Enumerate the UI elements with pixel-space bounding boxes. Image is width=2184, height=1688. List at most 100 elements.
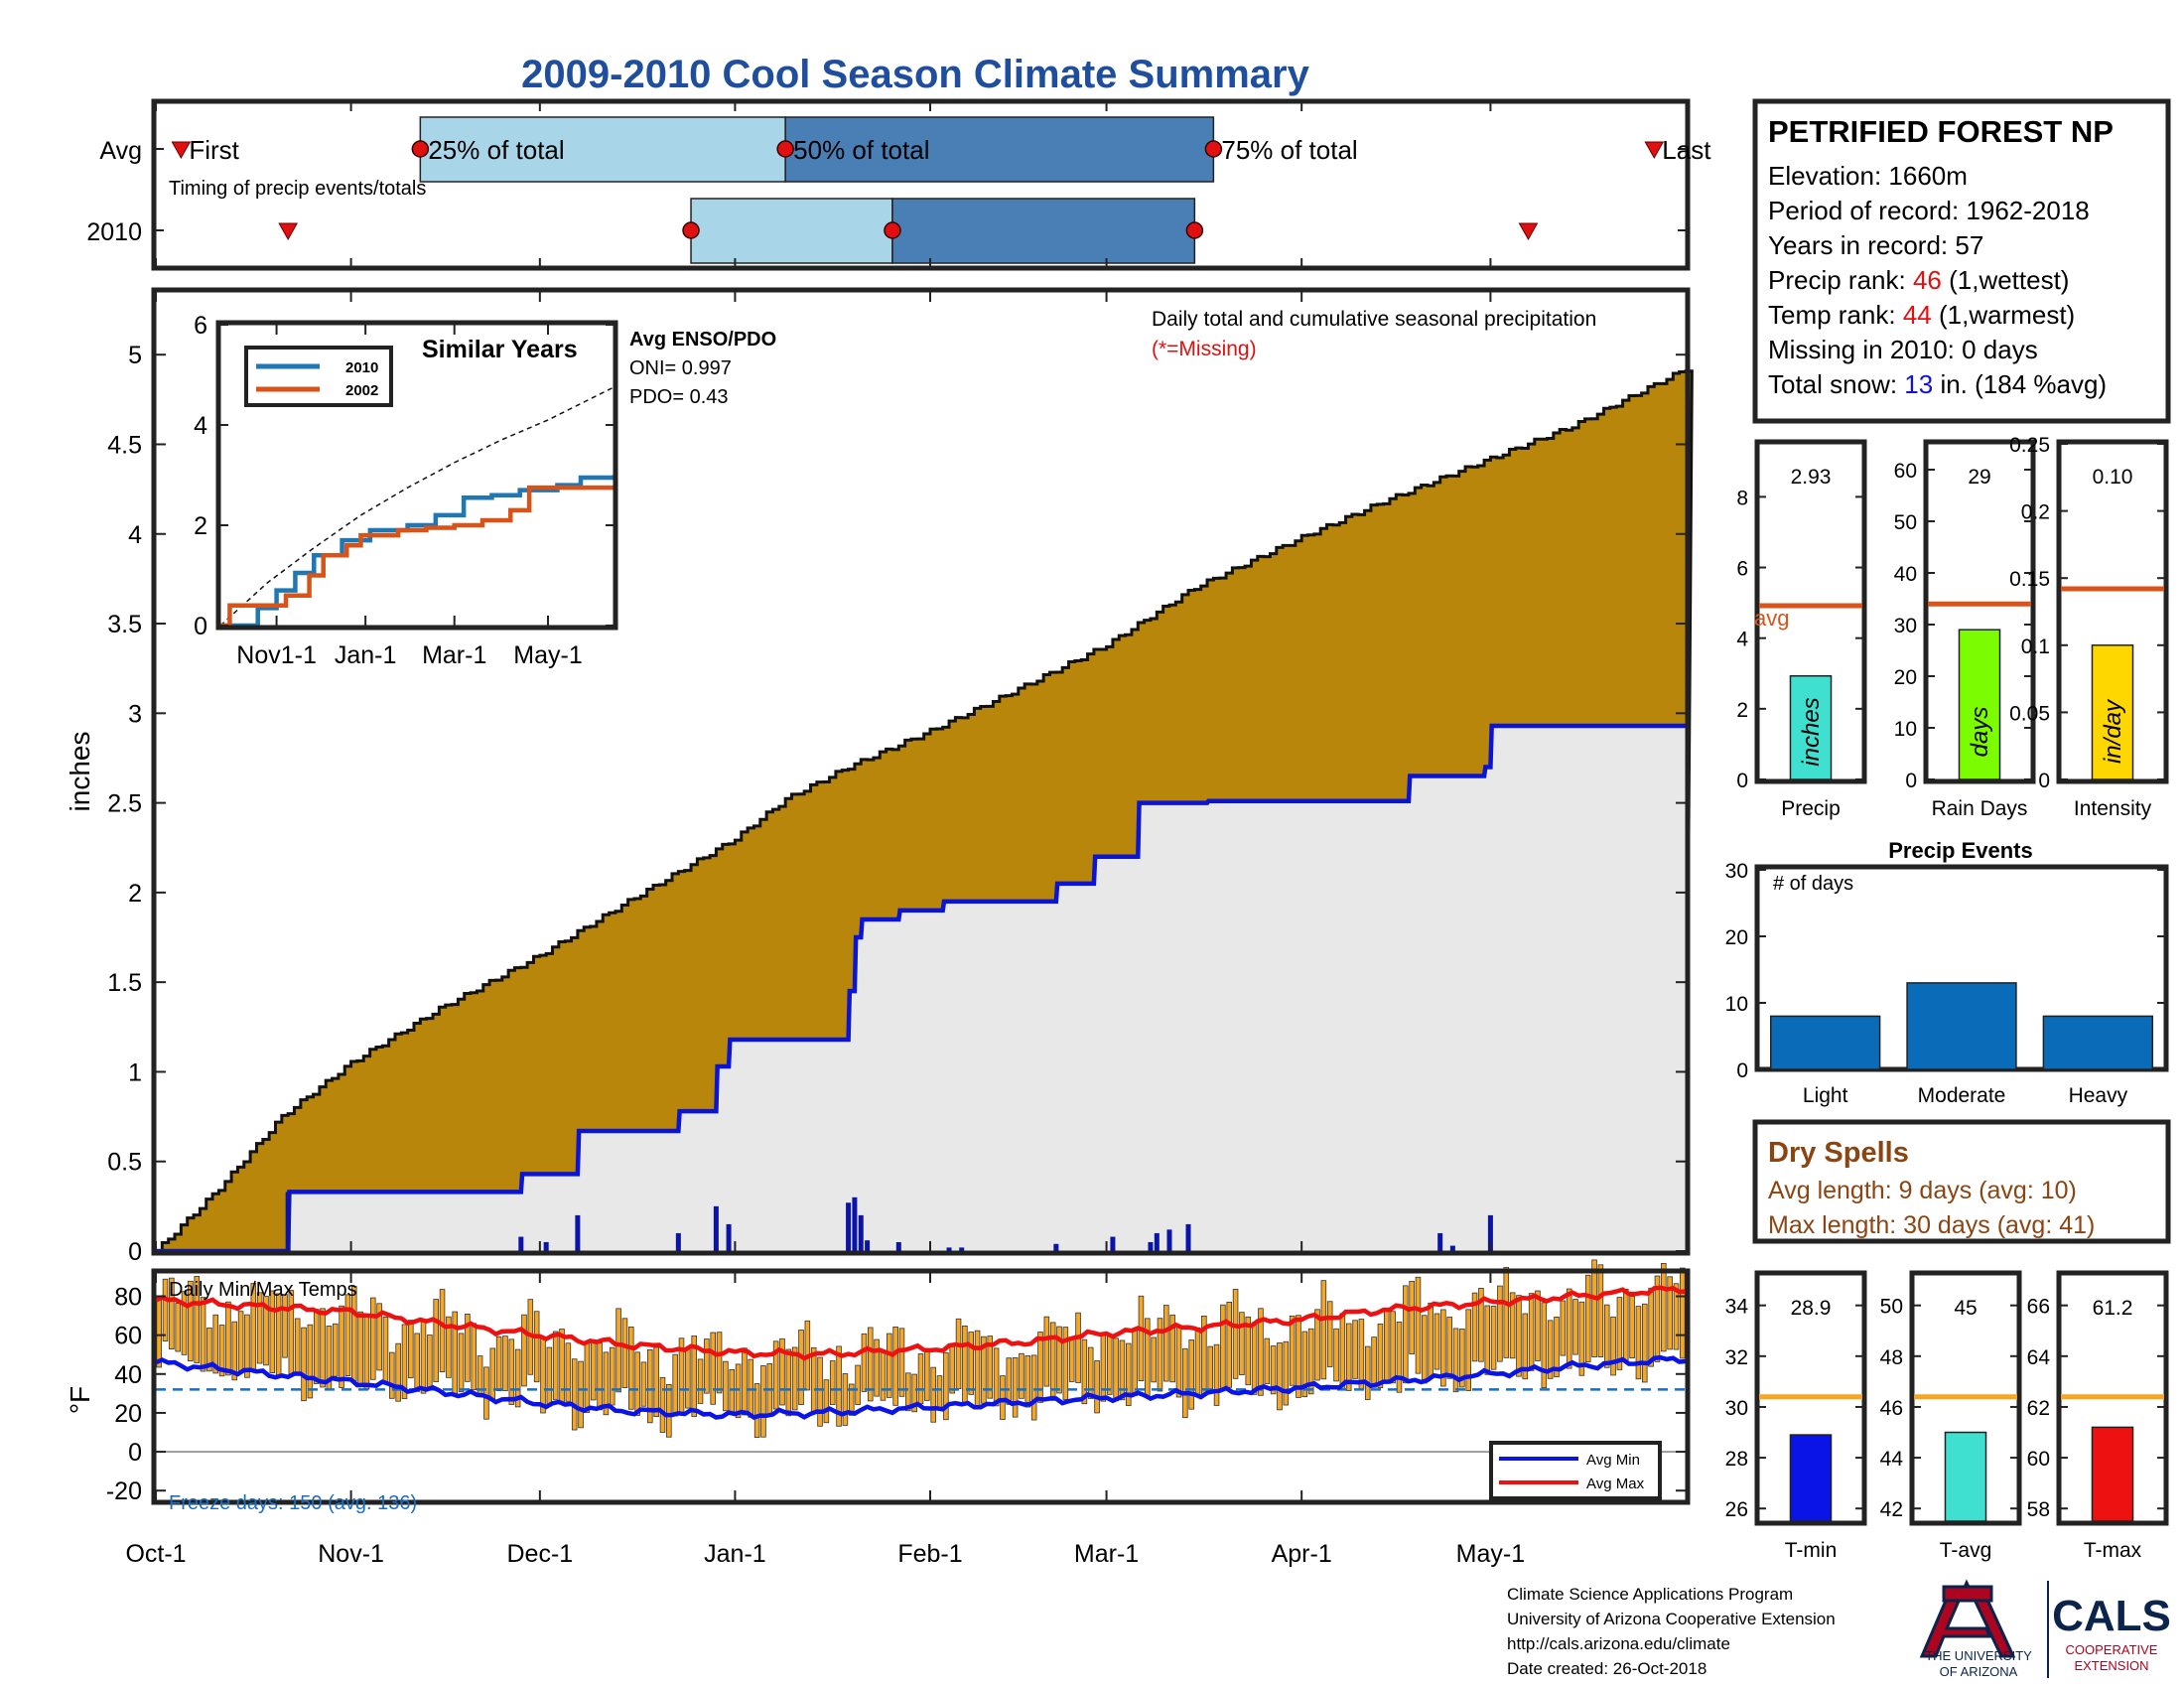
- daily-temp-bar: [1415, 1276, 1422, 1374]
- timing-avg-p75-marker: [1204, 140, 1223, 158]
- daily-temp-bar: [887, 1333, 892, 1398]
- daily-temp-bar: [1396, 1322, 1403, 1393]
- summary-ytick-label: 44: [1880, 1448, 1904, 1471]
- daily-temp-bar: [1371, 1336, 1377, 1388]
- daily-temp-bar: [1554, 1317, 1560, 1378]
- daily-temp-bar: [1409, 1281, 1415, 1355]
- x-axis-tick-label: Oct-1: [125, 1540, 186, 1568]
- daily-temp-bar: [1433, 1313, 1440, 1370]
- summary-bar-unit-label: in/day: [2100, 698, 2126, 764]
- daily-temp-bar: [559, 1329, 565, 1404]
- summary-ytick-label: 26: [1725, 1498, 1748, 1521]
- daily-temp-bar: [1339, 1313, 1346, 1390]
- dry-spells-title: Dry Spells: [1768, 1137, 1909, 1169]
- daily-temp-bar: [521, 1314, 527, 1387]
- daily-precip-bar: [543, 1241, 549, 1251]
- daily-precip-bar: [1110, 1236, 1116, 1251]
- daily-temp-bar: [282, 1294, 288, 1358]
- daily-precip-bar: [1185, 1223, 1191, 1251]
- daily-temp-bar: [1680, 1267, 1686, 1359]
- summary-ytick-label: 28: [1725, 1448, 1748, 1471]
- daily-temp-bar: [735, 1363, 742, 1419]
- summary-ytick-label: 50: [1894, 511, 1917, 534]
- daily-temp-bar: [1232, 1289, 1239, 1379]
- station-snow: Total snow: 13 in. (184 %avg): [1768, 369, 2107, 399]
- daily-precip-bar: [1449, 1245, 1455, 1251]
- daily-temp-bar: [1049, 1322, 1056, 1397]
- summary-bar-unit-label: days: [1967, 707, 1993, 758]
- precip-ytick-label: 3.5: [107, 611, 142, 638]
- daily-temp-bar: [1661, 1263, 1667, 1352]
- daily-temp-bar: [320, 1308, 326, 1388]
- summary-ytick-label: 60: [1894, 460, 1917, 483]
- daily-temp-bar: [1037, 1332, 1043, 1403]
- daily-temp-bar: [363, 1314, 370, 1390]
- daily-temp-bar: [376, 1303, 382, 1371]
- daily-temp-bar: [1560, 1300, 1567, 1356]
- daily-temp-bar: [237, 1311, 244, 1374]
- summary-ytick-label: 2: [1736, 699, 1748, 722]
- inset-ytick-label: 4: [194, 412, 207, 440]
- daily-temp-bar: [1024, 1355, 1031, 1408]
- daily-temp-bar: [874, 1338, 880, 1397]
- daily-temp-bar: [1188, 1339, 1194, 1410]
- temperature-panel: -20 0 20 40 60 80 Daily Min/Max Temps °F Free…: [65, 1259, 1691, 1514]
- events-ytick-label: 0: [1736, 1059, 1748, 1082]
- daily-temp-bar: [962, 1326, 968, 1404]
- inset-xtick-label: Jan-1: [335, 641, 397, 669]
- daily-temp-bar: [156, 1295, 162, 1368]
- daily-temp-bar: [533, 1311, 540, 1383]
- summary-value-label: 61.2: [2093, 1297, 2133, 1320]
- summary-bar: [1789, 1434, 1833, 1522]
- daily-precip-bar: [285, 1192, 291, 1251]
- precip-note: Daily total and cumulative seasonal prec…: [1152, 308, 1596, 331]
- daily-temp-bar: [930, 1366, 936, 1423]
- daily-temp-bar: [798, 1330, 804, 1405]
- daily-temp-bar: [1478, 1288, 1484, 1362]
- daily-temp-bar: [344, 1294, 351, 1376]
- daily-temp-bar: [194, 1276, 200, 1363]
- daily-temp-bar: [1307, 1328, 1314, 1395]
- timing-row-label-2010: 2010: [86, 218, 142, 246]
- daily-temp-bar: [294, 1318, 301, 1376]
- daily-temp-bar: [1094, 1360, 1100, 1414]
- daily-temp-bar: [1440, 1309, 1446, 1387]
- daily-temp-bar: [1616, 1297, 1623, 1370]
- station-years: Years in record: 57: [1768, 230, 1983, 260]
- daily-temp-bar: [1452, 1328, 1459, 1393]
- daily-temp-bar: [1226, 1302, 1233, 1388]
- x-axis-tick-label: Jan-1: [704, 1540, 766, 1568]
- summary-ytick-label: 60: [2027, 1448, 2050, 1471]
- station-info-box: PETRIFIED FOREST NP Elevation: 1660m Per…: [1752, 98, 2171, 424]
- daily-temp-bar: [508, 1338, 515, 1405]
- daily-temp-bar: [1422, 1315, 1428, 1384]
- daily-temp-bar: [578, 1360, 584, 1429]
- daily-temp-bar: [1119, 1339, 1126, 1401]
- daily-temp-bar: [1126, 1342, 1132, 1406]
- summary-value-label: 2.93: [1791, 466, 1832, 489]
- summary-ytick-label: 48: [1880, 1346, 1903, 1369]
- footer-line-2: University of Arizona Cooperative Extens…: [1507, 1610, 1836, 1628]
- daily-temp-bar: [1220, 1304, 1226, 1391]
- daily-temp-bar: [955, 1318, 962, 1390]
- timing-avg-first-marker: [171, 141, 192, 160]
- daily-temp-bar: [697, 1358, 704, 1404]
- station-period: Period of record: 1962-2018: [1768, 196, 2090, 225]
- summary-panel-precip: 0 2 4 6 8 2.93 Precip inches avg: [1736, 439, 1867, 820]
- daily-temp-bar: [829, 1360, 836, 1405]
- daily-temp-bar: [628, 1327, 634, 1410]
- daily-temp-bar: [162, 1278, 169, 1341]
- daily-temp-bar: [1277, 1342, 1283, 1411]
- summary-ytick-label: 0: [1736, 770, 1748, 792]
- daily-temp-bar: [1251, 1322, 1258, 1395]
- daily-temp-bar: [1352, 1320, 1358, 1379]
- inset-legend-2002: 2002: [345, 382, 378, 399]
- timing-avg-box-50-75: [784, 116, 1215, 183]
- daily-temp-bar: [446, 1316, 452, 1378]
- daily-precip-bar: [1053, 1243, 1059, 1251]
- daily-temp-bar: [1597, 1264, 1604, 1357]
- summary-ytick-label: 32: [1725, 1346, 1748, 1369]
- daily-temp-bar: [1087, 1346, 1094, 1399]
- timing-avg-p25-marker: [411, 140, 430, 158]
- summary-bar: [1944, 1431, 1987, 1522]
